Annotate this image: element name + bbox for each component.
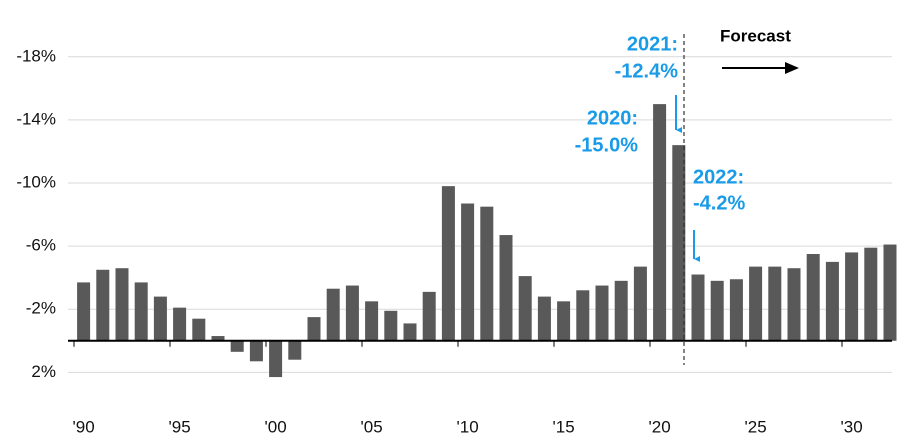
y-tick-label: -2% bbox=[26, 299, 56, 318]
bar bbox=[422, 291, 436, 341]
x-tick-label: '00 bbox=[265, 417, 287, 436]
y-tick-label: -14% bbox=[16, 109, 56, 128]
bar bbox=[211, 336, 225, 341]
bar bbox=[518, 276, 532, 341]
x-tick-label: '30 bbox=[841, 417, 863, 436]
bar bbox=[365, 301, 379, 341]
bar bbox=[96, 269, 110, 341]
annotation: 2020: bbox=[587, 107, 638, 129]
x-tick-label: '05 bbox=[361, 417, 383, 436]
bar bbox=[134, 282, 148, 341]
bar bbox=[480, 206, 494, 341]
bar bbox=[326, 288, 340, 341]
bar bbox=[710, 280, 724, 341]
y-tick-label: 2% bbox=[31, 362, 56, 381]
bar bbox=[499, 235, 513, 341]
bar bbox=[269, 340, 283, 378]
bar bbox=[595, 285, 609, 341]
bar bbox=[749, 266, 763, 341]
bar bbox=[384, 310, 398, 341]
x-tick-label: '95 bbox=[169, 417, 191, 436]
bar bbox=[153, 296, 167, 341]
x-tick-label: '25 bbox=[745, 417, 767, 436]
x-tick-label: '90 bbox=[73, 417, 95, 436]
bar bbox=[787, 268, 801, 341]
bar bbox=[576, 290, 590, 341]
forecast-label: Forecast bbox=[720, 26, 791, 45]
bar bbox=[653, 104, 667, 341]
bar bbox=[403, 323, 417, 341]
bar bbox=[729, 279, 743, 341]
x-tick-label: '20 bbox=[649, 417, 671, 436]
bar bbox=[115, 268, 129, 341]
bar bbox=[307, 317, 321, 341]
bar bbox=[845, 252, 859, 341]
bar bbox=[461, 203, 475, 341]
annotation: -12.4% bbox=[615, 60, 679, 82]
bar bbox=[557, 301, 571, 341]
x-tick-label: '10 bbox=[457, 417, 479, 436]
bar bbox=[864, 247, 878, 341]
bar bbox=[806, 254, 820, 341]
bar bbox=[825, 261, 839, 341]
bar bbox=[537, 296, 551, 341]
bar bbox=[192, 318, 206, 341]
bar bbox=[345, 285, 359, 341]
bar bbox=[441, 186, 455, 341]
y-tick-label: -6% bbox=[26, 236, 56, 255]
annotation: 2021: bbox=[627, 33, 678, 55]
bar bbox=[173, 307, 187, 341]
bar bbox=[288, 340, 302, 360]
annotation: -15.0% bbox=[575, 134, 639, 156]
annotation: 2022: bbox=[693, 166, 744, 188]
bar bbox=[672, 145, 686, 341]
bar bbox=[768, 266, 782, 341]
bar bbox=[633, 266, 647, 341]
bar bbox=[691, 274, 705, 341]
bar bbox=[614, 280, 628, 341]
y-tick-label: -10% bbox=[16, 172, 56, 191]
bar bbox=[77, 282, 91, 341]
x-tick-label: '15 bbox=[553, 417, 575, 436]
bar bbox=[883, 244, 897, 341]
y-tick-label: -18% bbox=[16, 46, 56, 65]
bar bbox=[230, 340, 244, 352]
bar bbox=[249, 340, 263, 362]
annotation: -4.2% bbox=[693, 192, 745, 214]
